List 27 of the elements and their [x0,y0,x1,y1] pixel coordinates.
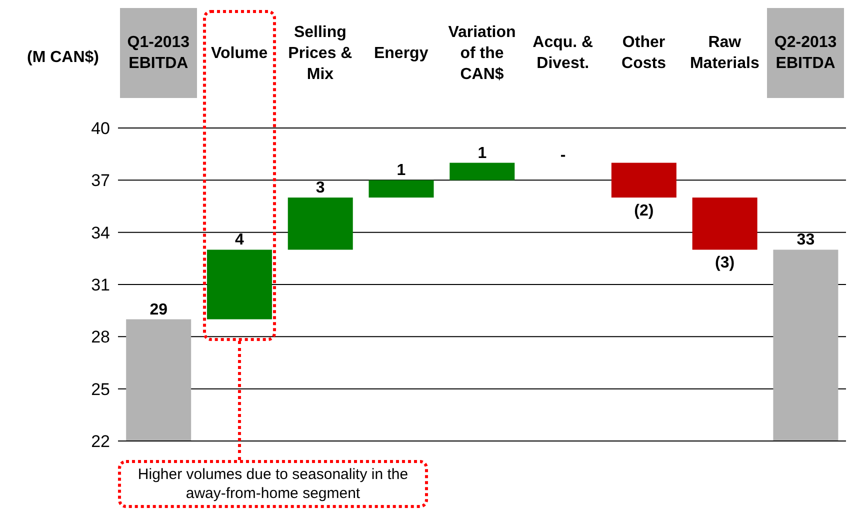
text: - [560,146,566,164]
y-tick-label: 31 [91,276,110,295]
y-tick-label: 28 [91,328,110,347]
y-tick-label: 25 [91,380,110,399]
data-label: 1 [478,144,487,162]
y-tick-label: 22 [91,432,110,452]
data-label: 33 [796,232,815,249]
x-tick-label: Variation of the CAN$ [447,22,517,84]
data-label: 29 [150,301,168,318]
x-tick-label: Volume [211,44,268,64]
x-tick-label: Q1-2013 EBITDA [126,33,191,74]
x-tick-label: Q2-2013 EBITDA [773,33,838,74]
text: Higher volumes due to seasonality in the away-from-home segment [136,465,410,503]
x-tick-label: Selling Prices & Mix [287,22,354,84]
data-label: 4 [235,232,244,249]
y-tick-label: 34 [91,223,110,242]
data-label: 3 [316,180,325,197]
y-tick-label: 40 [91,119,110,138]
data-label: 1 [396,162,406,180]
x-tick-label: Acqu. & Divest. [532,33,594,74]
x-tick-label: Other Costs [620,33,667,74]
x-tick-label: Energy [374,44,428,64]
x-tick-label: Raw Materials [689,33,760,74]
y-axis-title: (M CAN$) [27,49,99,67]
data-label: (3) [715,254,735,272]
y-tick-label: 37 [91,171,110,190]
data-label: (2) [634,202,654,220]
